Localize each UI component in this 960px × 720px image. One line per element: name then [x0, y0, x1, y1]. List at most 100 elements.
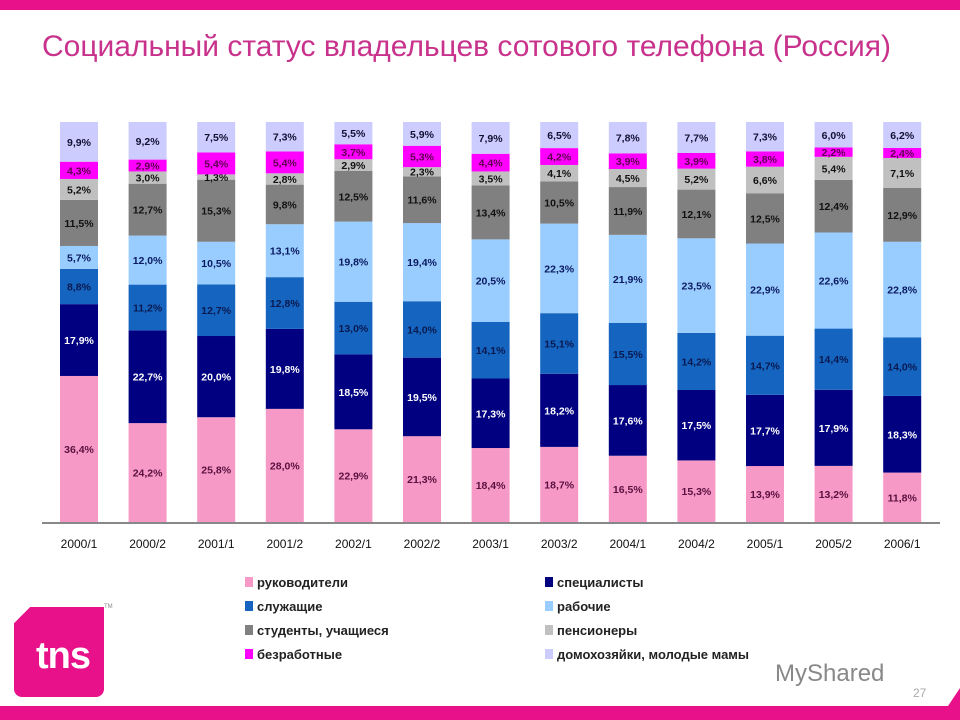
- data-label: 3,5%: [479, 173, 504, 185]
- data-label: 19,8%: [270, 364, 300, 376]
- bar-segment: [883, 147, 922, 159]
- bar-segment: [608, 122, 647, 154]
- data-label: 17,6%: [613, 415, 643, 427]
- data-label: 17,9%: [819, 423, 849, 435]
- bar-segment: [334, 122, 373, 145]
- bar-segment: [403, 167, 441, 177]
- data-label: 7,8%: [616, 133, 641, 145]
- x-tick-label: 2006/1: [884, 537, 921, 551]
- bar-segment: [814, 232, 853, 329]
- legend-swatch: [545, 649, 553, 659]
- data-label: 6,5%: [547, 130, 572, 142]
- bar-segment: [265, 277, 304, 329]
- bar-segment: [197, 179, 236, 242]
- bar-segment: [334, 221, 373, 302]
- data-label: 4,3%: [67, 165, 92, 177]
- legend-label: рабочие: [557, 598, 611, 614]
- data-label: 15,1%: [544, 338, 574, 350]
- data-label: 5,9%: [410, 129, 435, 141]
- data-label: 7,3%: [273, 132, 298, 144]
- bar-segment: [265, 184, 304, 225]
- legend-label: служащие: [257, 598, 323, 614]
- top-accent-bar: [0, 0, 960, 10]
- data-label: 11,9%: [613, 206, 643, 218]
- bar-segment: [746, 122, 784, 152]
- legend-label: домохозяйки, молодые мамы: [557, 646, 750, 662]
- data-label: 7,3%: [753, 132, 778, 144]
- data-label: 19,5%: [407, 392, 437, 404]
- legend-swatch: [245, 601, 253, 611]
- data-label: 11,6%: [407, 195, 437, 207]
- bar-segment: [128, 122, 167, 160]
- bar-segment: [540, 223, 579, 314]
- bar-segment: [265, 122, 304, 152]
- data-label: 14,4%: [819, 354, 849, 366]
- data-label: 6,0%: [822, 130, 847, 142]
- bar-segment: [334, 429, 373, 522]
- data-label: 5,2%: [67, 184, 92, 196]
- bar-segment: [197, 241, 236, 285]
- data-label: 22,9%: [750, 285, 780, 297]
- x-tick-label: 2000/2: [129, 537, 166, 551]
- bar-segment: [677, 189, 716, 239]
- bar-segment: [197, 417, 236, 522]
- x-tick-label: 2002/2: [404, 537, 441, 551]
- data-label: 6,2%: [890, 130, 915, 142]
- data-label: 13,1%: [270, 246, 300, 258]
- data-label: 12,7%: [133, 205, 163, 217]
- bar-segment: [608, 234, 647, 323]
- bar-segment: [403, 357, 441, 437]
- bar-segment: [128, 159, 167, 172]
- data-label: 2,3%: [410, 167, 435, 179]
- legend-item: служащие: [245, 598, 545, 614]
- bar-segment: [334, 144, 373, 160]
- legend-swatch: [245, 577, 253, 587]
- bar-segment: [883, 122, 922, 148]
- data-label: 36,4%: [64, 444, 94, 456]
- data-label: 14,1%: [476, 345, 506, 357]
- data-label: 12,4%: [819, 201, 849, 213]
- legend-item: рабочие: [545, 598, 805, 614]
- bar-segment: [814, 328, 853, 390]
- data-label: 22,6%: [819, 276, 849, 288]
- legend-label: студенты, учащиеся: [257, 622, 389, 638]
- data-label: 2,8%: [273, 174, 298, 186]
- data-label: 7,7%: [684, 132, 709, 144]
- data-label: 14,0%: [887, 362, 917, 374]
- data-label: 10,5%: [201, 258, 231, 270]
- bar-segment: [814, 156, 853, 180]
- bar-segment: [60, 122, 98, 162]
- data-label: 3,7%: [341, 147, 366, 159]
- x-tick-label: 2001/2: [266, 537, 303, 551]
- bar-segment: [814, 179, 853, 233]
- bar-segment: [471, 321, 510, 379]
- bar-segment: [814, 147, 853, 157]
- bar-segment: [746, 335, 784, 395]
- data-label: 2,9%: [341, 160, 366, 172]
- data-label: 9,8%: [273, 199, 298, 211]
- bar-segment: [608, 322, 647, 386]
- bar-segment: [471, 239, 510, 322]
- bar-segment: [128, 235, 167, 285]
- bar-segment: [540, 181, 579, 224]
- legend-item: домохозяйки, молодые мамы: [545, 646, 805, 662]
- bar-segment: [403, 122, 441, 146]
- data-label: 4,1%: [547, 168, 572, 180]
- legend: руководители специалисты служащие рабочи…: [245, 574, 805, 662]
- legend-label: руководители: [257, 574, 348, 590]
- data-label: 3,0%: [136, 173, 161, 185]
- data-label: 2,2%: [822, 147, 847, 159]
- bar-segment: [540, 164, 579, 182]
- bar-segment: [128, 330, 167, 424]
- legend-swatch: [545, 625, 553, 635]
- data-label: 18,4%: [476, 480, 506, 492]
- bar-segment: [608, 187, 647, 235]
- bar-segment: [471, 448, 510, 522]
- data-label: 14,2%: [682, 356, 712, 368]
- bar-segment: [677, 332, 716, 391]
- data-label: 12,8%: [270, 298, 300, 310]
- bar-segment: [403, 145, 441, 168]
- data-label: 15,3%: [201, 206, 231, 218]
- bar-segment: [265, 173, 304, 185]
- bar-segment: [746, 243, 784, 336]
